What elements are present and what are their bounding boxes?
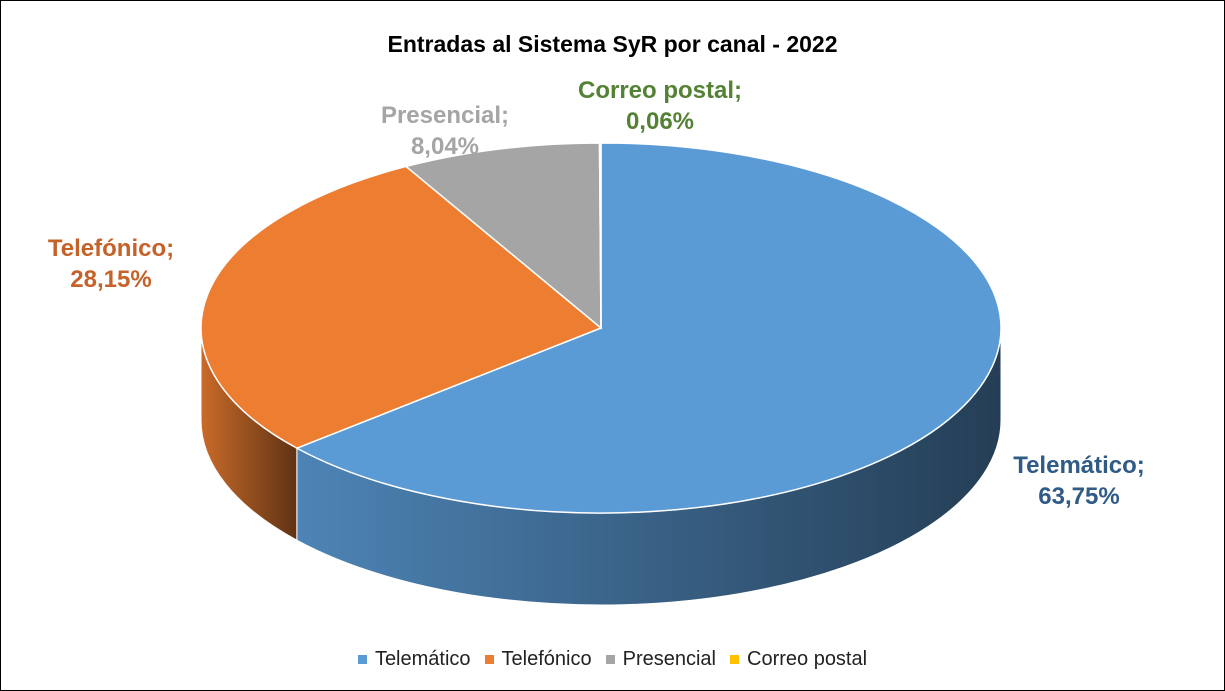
data-label: Correo postal; 0,06% — [577, 77, 743, 135]
slice — [295, 142, 1002, 514]
legend-label: Telefónico — [501, 648, 592, 670]
legend-swatch — [605, 655, 615, 664]
slice — [404, 142, 602, 330]
data-label: Telefónico; 28,15% — [47, 235, 175, 293]
legend-label: Telemático — [374, 648, 471, 670]
slice — [598, 142, 602, 329]
legend-item: Telemático — [357, 648, 471, 671]
chart-title: Entradas al Sistema SyR por canal - 2022 — [387, 31, 838, 57]
legend-label: Correo postal — [747, 648, 868, 670]
legend-item: Telefónico — [484, 648, 592, 671]
legend-swatch — [357, 655, 367, 664]
legend-swatch — [730, 655, 739, 664]
legend-item: Correo postal — [730, 648, 867, 671]
data-label: Presencial; 8,04% — [380, 102, 510, 160]
slice — [200, 165, 603, 449]
legend-label: Presencial — [622, 648, 716, 670]
legend-swatch — [484, 655, 494, 664]
legend: Telemático Telefónico Presencial Correo pos… — [1, 648, 1224, 671]
legend-item: Presencial — [605, 648, 716, 671]
data-label: Telemático; 63,75% — [1013, 452, 1145, 510]
